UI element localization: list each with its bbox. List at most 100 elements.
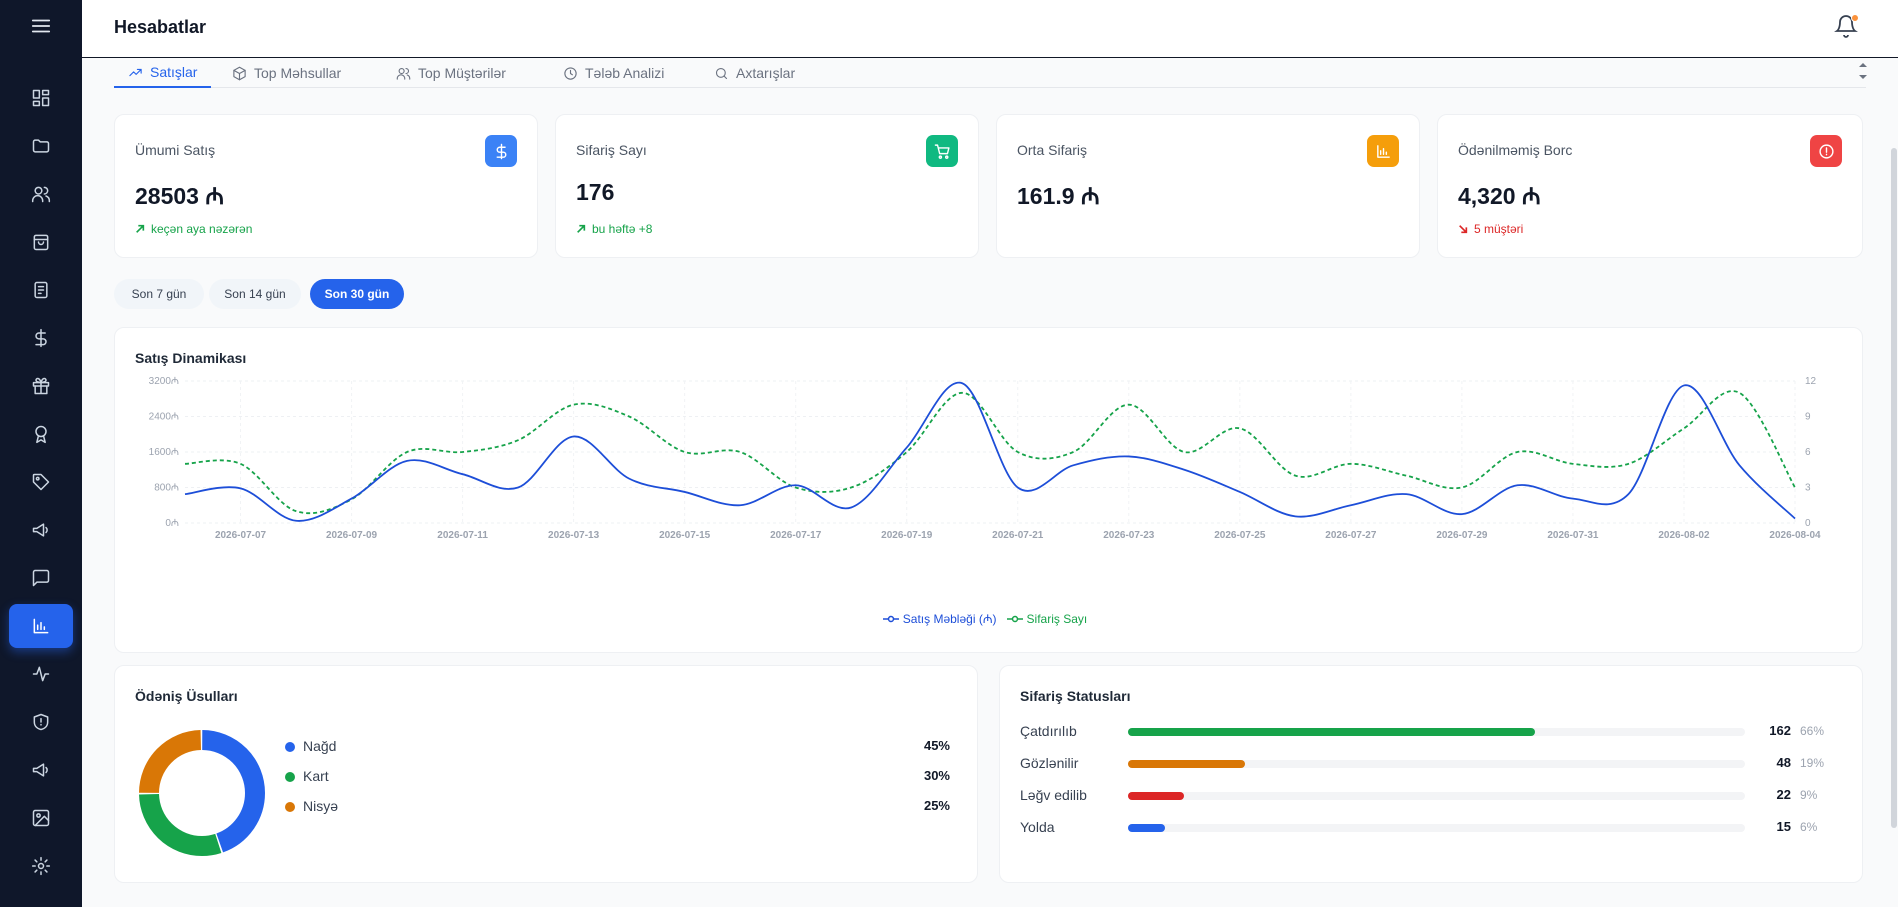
range-7-days-button[interactable]: Son 7 gün	[114, 279, 204, 309]
bell-icon	[1834, 15, 1858, 38]
status-count: 15	[1776, 819, 1791, 834]
tab-label: Top Məhsullar	[254, 65, 342, 81]
x-tick-label: 2026-07-11	[437, 530, 488, 541]
notifications-button[interactable]	[1834, 14, 1860, 40]
page-title: Hesabatlar	[114, 17, 207, 37]
donut-slice-Nağd[interactable]	[139, 730, 265, 856]
sidebar-item-messages[interactable]	[9, 556, 73, 600]
tab-sales[interactable]: Satışlar	[114, 58, 212, 88]
kpi-trend-text: bu həftə +8	[592, 222, 653, 236]
legend-dot	[285, 772, 295, 782]
series-line-amount	[184, 381, 1796, 522]
status-percent: 6%	[1800, 820, 1818, 834]
sidebar-item-announcements[interactable]	[9, 748, 73, 792]
sales-chart: 0₼ 800₼ 1600₼ 2400₼ 3200₼ 0 3 6 9 12 2026-07-07 202…	[149, 376, 1821, 541]
status-percent: 19%	[1800, 756, 1825, 770]
status-progress-track	[1128, 792, 1745, 800]
gift-icon	[32, 377, 50, 395]
dollar-icon	[496, 143, 506, 159]
x-tick-label: 2026-07-15	[659, 530, 711, 541]
tabs-scroll-icon[interactable]	[1856, 62, 1870, 84]
tab-searches[interactable]: Axtarışlar	[700, 58, 809, 88]
x-tick-label: 2026-07-07	[215, 530, 267, 541]
tab-top-products[interactable]: Top Məhsullar	[218, 58, 355, 88]
sidebar-item-notes[interactable]	[9, 268, 73, 312]
tab-label: Top Müştərilər	[418, 65, 506, 81]
notebook-icon	[34, 281, 48, 299]
sidebar-item-settings[interactable]	[9, 844, 73, 888]
legend-dot	[285, 742, 295, 752]
sidebar-item-loyalty[interactable]	[9, 412, 73, 456]
scrollbar[interactable]	[1888, 58, 1898, 907]
y-right-tick-label: 9	[1805, 412, 1811, 423]
kpi-icon-box	[1810, 135, 1842, 167]
status-progress-track	[1128, 760, 1745, 768]
x-tick-label: 2026-08-04	[1769, 530, 1821, 541]
range-30-days-button[interactable]: Son 30 gün	[310, 279, 404, 309]
y-left-tick-label: 1600₼	[149, 447, 179, 458]
folder-icon	[32, 139, 50, 153]
legend-label: Sifariş Sayı	[1026, 611, 1088, 626]
sidebar-item-security[interactable]	[9, 700, 73, 744]
search-icon	[715, 67, 728, 79]
sidebar-item-media[interactable]	[9, 796, 73, 840]
sidebar-item-gifts[interactable]	[9, 364, 73, 408]
status-percent: 9%	[1800, 788, 1818, 802]
sidebar-item-tags[interactable]	[9, 460, 73, 504]
order-statuses-card: Sifariş Statusları Çatdırılıb 162 66% Gözlə…	[999, 665, 1863, 883]
status-label: Gözlənilir	[1020, 755, 1079, 771]
x-tick-label: 2026-07-17	[770, 530, 822, 541]
menu-toggle-button[interactable]	[9, 4, 73, 48]
range-14-days-button[interactable]: Son 14 gün	[209, 279, 301, 309]
status-row: Gözlənilir 48 19%	[1020, 754, 1835, 774]
status-progress-fill	[1128, 728, 1535, 736]
sidebar-item-activity[interactable]	[9, 652, 73, 696]
sidebar-item-campaigns[interactable]	[9, 508, 73, 552]
cart-icon	[934, 143, 950, 159]
sidebar-item-users[interactable]	[9, 172, 73, 216]
sidebar-item-finance[interactable]	[9, 316, 73, 360]
legend-item-amount[interactable]: Satış Məbləği (₼)	[882, 610, 997, 627]
status-progress-fill	[1128, 792, 1184, 800]
status-row: Çatdırılıb 162 66%	[1020, 722, 1835, 742]
kpi-value: 161.9 ₼	[1017, 183, 1100, 209]
gear-icon	[31, 856, 51, 876]
dollar-icon	[35, 328, 47, 348]
chart-legend: Satış Məbləği (₼) Sifariş Sayı	[115, 610, 1855, 627]
tab-top-customers[interactable]: Top Müştərilər	[382, 58, 520, 88]
donut-slice-Kart[interactable]	[139, 730, 265, 856]
sidebar-item-orders[interactable]	[9, 220, 73, 264]
sidebar	[0, 0, 82, 907]
x-tick-label: 2026-07-29	[1436, 530, 1488, 541]
status-progress-track	[1128, 728, 1745, 736]
sidebar-item-folders[interactable]	[9, 124, 73, 168]
sidebar-item-reports[interactable]	[9, 604, 73, 648]
x-tick-label: 2026-07-19	[881, 530, 933, 541]
card-title: Sifariş Statusları	[1020, 688, 1131, 704]
scrollbar-thumb[interactable]	[1891, 148, 1897, 828]
kpi-icon-box	[926, 135, 958, 167]
box-icon	[233, 66, 246, 80]
alert-icon	[1818, 143, 1834, 159]
line-marker-icon	[1006, 615, 1023, 622]
status-progress-fill	[1128, 824, 1165, 832]
kpi-trend-text: keçən aya nəzərən	[151, 222, 253, 236]
main-content: Satışlar Top Məhsullar Top Müştərilər Tə…	[82, 58, 1898, 907]
trending-up-icon	[129, 68, 142, 76]
tab-label: Satışlar	[150, 64, 198, 80]
kpi-card-average-order: Orta Sifariş 161.9 ₼	[996, 114, 1420, 258]
legend-item-orders[interactable]: Sifariş Sayı	[1006, 610, 1088, 627]
tab-demand-analysis[interactable]: Tələb Analizi	[549, 58, 678, 88]
status-row: Ləğv edilib 22 9%	[1020, 786, 1835, 806]
notification-dot	[1851, 14, 1859, 22]
kpi-card-total-sales: Ümumi Satış 28503 ₼ keçən aya nəzərən	[114, 114, 538, 258]
users-icon	[31, 186, 51, 203]
y-left-tick-label: 2400₼	[149, 412, 179, 423]
bar-chart-icon	[33, 618, 49, 634]
tag-icon	[32, 473, 50, 491]
kpi-label: Sifariş Sayı	[576, 142, 647, 158]
x-tick-label: 2026-07-25	[1214, 530, 1266, 541]
status-count: 48	[1776, 755, 1791, 770]
status-count: 162	[1769, 723, 1791, 738]
sidebar-item-dashboard[interactable]	[9, 76, 73, 120]
